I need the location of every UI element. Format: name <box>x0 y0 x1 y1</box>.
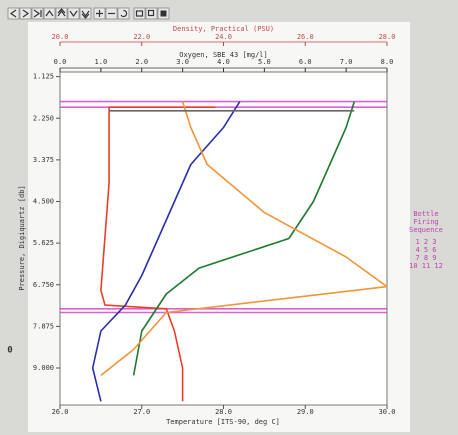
x-axis-title: Temperature [ITS-90, deg C] <box>166 418 280 426</box>
screen: Temperature [ITS-90, deg C] Pressure, Di… <box>0 0 458 435</box>
y-axis-title: Pressure, Digiquartz [db] <box>18 185 26 290</box>
x-tick-label: 29.0 <box>297 408 314 416</box>
y-tick-label: 6.750 <box>33 281 54 289</box>
legend-title: Sequence <box>409 226 443 234</box>
y-tick-label: 3.375 <box>33 156 54 164</box>
icon <box>161 11 167 17</box>
legend-title: Firing <box>413 218 438 226</box>
button-reset[interactable] <box>118 8 129 19</box>
top-tick-label: 3.0 <box>176 58 189 66</box>
top-tick-label: 22.0 <box>133 33 150 41</box>
x-tick-label: 28.0 <box>215 408 232 416</box>
toolbar <box>8 8 169 19</box>
top-tick-label: 2.0 <box>135 58 148 66</box>
button-back[interactable] <box>8 8 19 19</box>
button-print[interactable] <box>134 8 145 19</box>
top-tick-label: 26.0 <box>297 33 314 41</box>
y-tick-label: 5.625 <box>33 239 54 247</box>
y-tick-label: 2.250 <box>33 114 54 122</box>
x-tick-label: 26.0 <box>52 408 69 416</box>
button-down[interactable] <box>68 8 79 19</box>
y-tick-label: 7.875 <box>33 322 54 330</box>
y-tick-label: 9.000 <box>33 364 54 372</box>
top-tick-label: 5.0 <box>258 58 271 66</box>
legend-row: 10 11 12 <box>409 262 443 270</box>
top-tick-label: 4.0 <box>217 58 230 66</box>
stray-label: 0 <box>7 346 12 356</box>
x-tick-label: 27.0 <box>133 408 150 416</box>
legend-row: 7 8 9 <box>415 254 436 262</box>
button-up[interactable] <box>44 8 55 19</box>
y-tick-label: 1.125 <box>33 73 54 81</box>
top-tick-label: 1.0 <box>95 58 108 66</box>
legend-row: 1 2 3 <box>415 238 436 246</box>
top-axis-title: Density, Practical (PSU) <box>173 25 274 33</box>
top-tick-label: 20.0 <box>52 33 69 41</box>
x-tick-label: 30.0 <box>379 408 396 416</box>
y-tick-label: 4.500 <box>33 198 54 206</box>
legend-row: 4 5 6 <box>415 246 436 254</box>
top-tick-label: 7.0 <box>340 58 353 66</box>
top-tick-label: 28.0 <box>379 33 396 41</box>
top-tick-label: 8.0 <box>381 58 394 66</box>
top-tick-label: 24.0 <box>215 33 232 41</box>
legend-title: Bottle <box>413 210 438 218</box>
button-forward[interactable] <box>20 8 31 19</box>
button-copy[interactable] <box>146 8 157 19</box>
top-tick-label: 6.0 <box>299 58 312 66</box>
top-tick-label: 0.0 <box>54 58 67 66</box>
